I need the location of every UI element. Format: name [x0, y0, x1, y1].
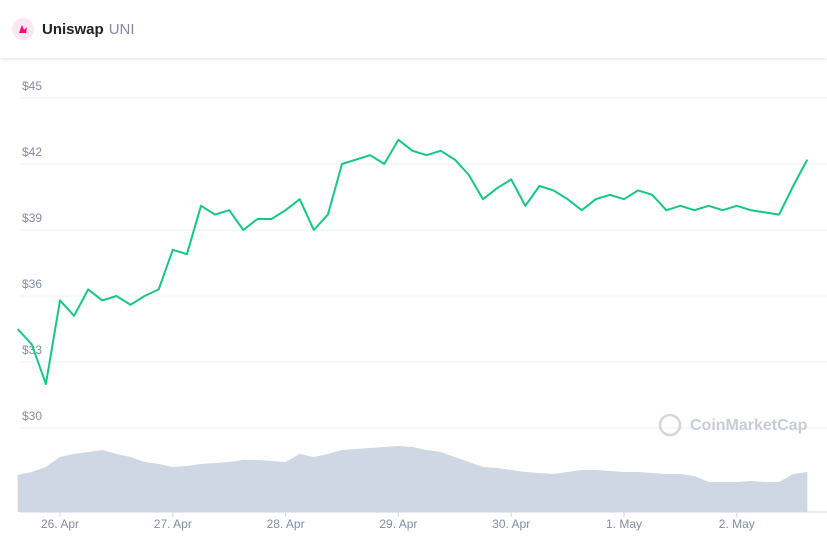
chart: $30 $33 $36 $39 $42 $45 26. Apr 27. Apr 28. Apr 2…	[16, 79, 827, 531]
watermark-icon	[658, 413, 682, 437]
y-tick-label: $42	[22, 145, 42, 159]
y-tick-label: $45	[22, 79, 42, 93]
x-tick-label: 29. Apr	[379, 517, 417, 531]
header: Uniswap UNI	[0, 0, 827, 58]
volume-area	[17, 446, 808, 512]
x-tick-label: 28. Apr	[267, 517, 305, 531]
x-tick-label: 27. Apr	[154, 517, 192, 531]
y-tick-label: $30	[22, 409, 42, 423]
coin-name: Uniswap	[42, 20, 104, 38]
watermark: CoinMarketCap	[690, 417, 808, 434]
y-tick-label: $36	[22, 277, 42, 291]
price-line	[16, 138, 809, 385]
x-tick-label: 26. Apr	[41, 517, 79, 531]
y-tick-label: $33	[22, 343, 42, 357]
x-tick-label: 2. May	[719, 517, 755, 531]
x-tick-label: 30. Apr	[492, 517, 530, 531]
logo	[12, 18, 34, 40]
plot: $30 $33 $36 $39 $42 $45 26. Apr 27. Apr 28. Apr 2…	[16, 79, 827, 531]
y-tick-label: $39	[22, 211, 42, 225]
coin-symbol: UNI	[108, 20, 135, 38]
x-tick-label: 1. May	[606, 517, 642, 531]
